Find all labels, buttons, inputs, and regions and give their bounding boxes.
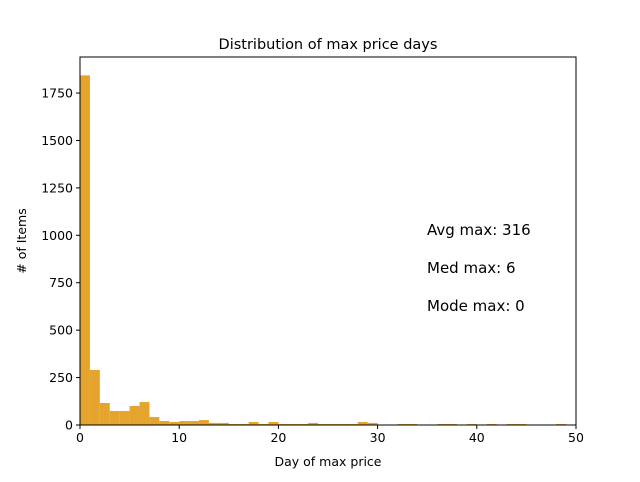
y-tick-label: 250	[49, 370, 73, 385]
y-tick-label: 750	[49, 275, 73, 290]
histogram-bar	[199, 420, 209, 425]
axes-frame	[79, 56, 577, 426]
histogram-bar	[119, 410, 130, 425]
histogram-bar	[129, 406, 140, 425]
histogram-bar	[169, 421, 180, 425]
y-tick-label: 1500	[41, 133, 73, 148]
annotation-mode: Mode max: 0	[427, 297, 525, 315]
histogram-bar	[357, 421, 368, 425]
histogram-bar	[159, 421, 170, 425]
histogram-bar	[189, 421, 200, 425]
y-tick-label: 500	[49, 323, 73, 338]
histogram-bar	[139, 402, 150, 425]
y-tick-label: 1250	[41, 180, 73, 195]
x-tick-label: 50	[568, 430, 584, 445]
bars-group	[80, 75, 567, 426]
histogram-bar	[109, 410, 120, 425]
chart-title: Distribution of max price days	[219, 37, 438, 53]
x-axis-label: Day of max price	[275, 454, 382, 469]
x-tick-label: 30	[370, 430, 386, 445]
histogram-bar	[99, 402, 110, 425]
y-ticks: 0 250 500 750 1000 1250 1500 1750	[41, 86, 80, 433]
histogram-bar	[367, 422, 378, 425]
histogram-bar	[308, 422, 319, 425]
y-tick-label: 1750	[41, 86, 73, 101]
histogram-bar	[149, 417, 160, 425]
y-tick-label: 0	[65, 418, 73, 433]
histogram-bar	[218, 422, 229, 425]
x-ticks: 0 10 20 30 40 50	[76, 425, 584, 445]
histogram-bar	[179, 421, 190, 425]
x-tick-label: 10	[171, 430, 187, 445]
x-tick-label: 0	[76, 430, 84, 445]
x-tick-label: 40	[469, 430, 485, 445]
histogram-bar	[208, 422, 219, 425]
y-tick-label: 1000	[41, 228, 73, 243]
y-axis-label: # of Items	[14, 208, 29, 273]
histogram-bar	[80, 75, 90, 426]
histogram-bar	[248, 421, 259, 425]
histogram-bar	[89, 369, 100, 425]
annotation-median: Med max: 6	[427, 259, 516, 277]
annotation-avg: Avg max: 316	[427, 221, 531, 239]
histogram-bar	[268, 421, 279, 425]
x-tick-label: 20	[270, 430, 286, 445]
